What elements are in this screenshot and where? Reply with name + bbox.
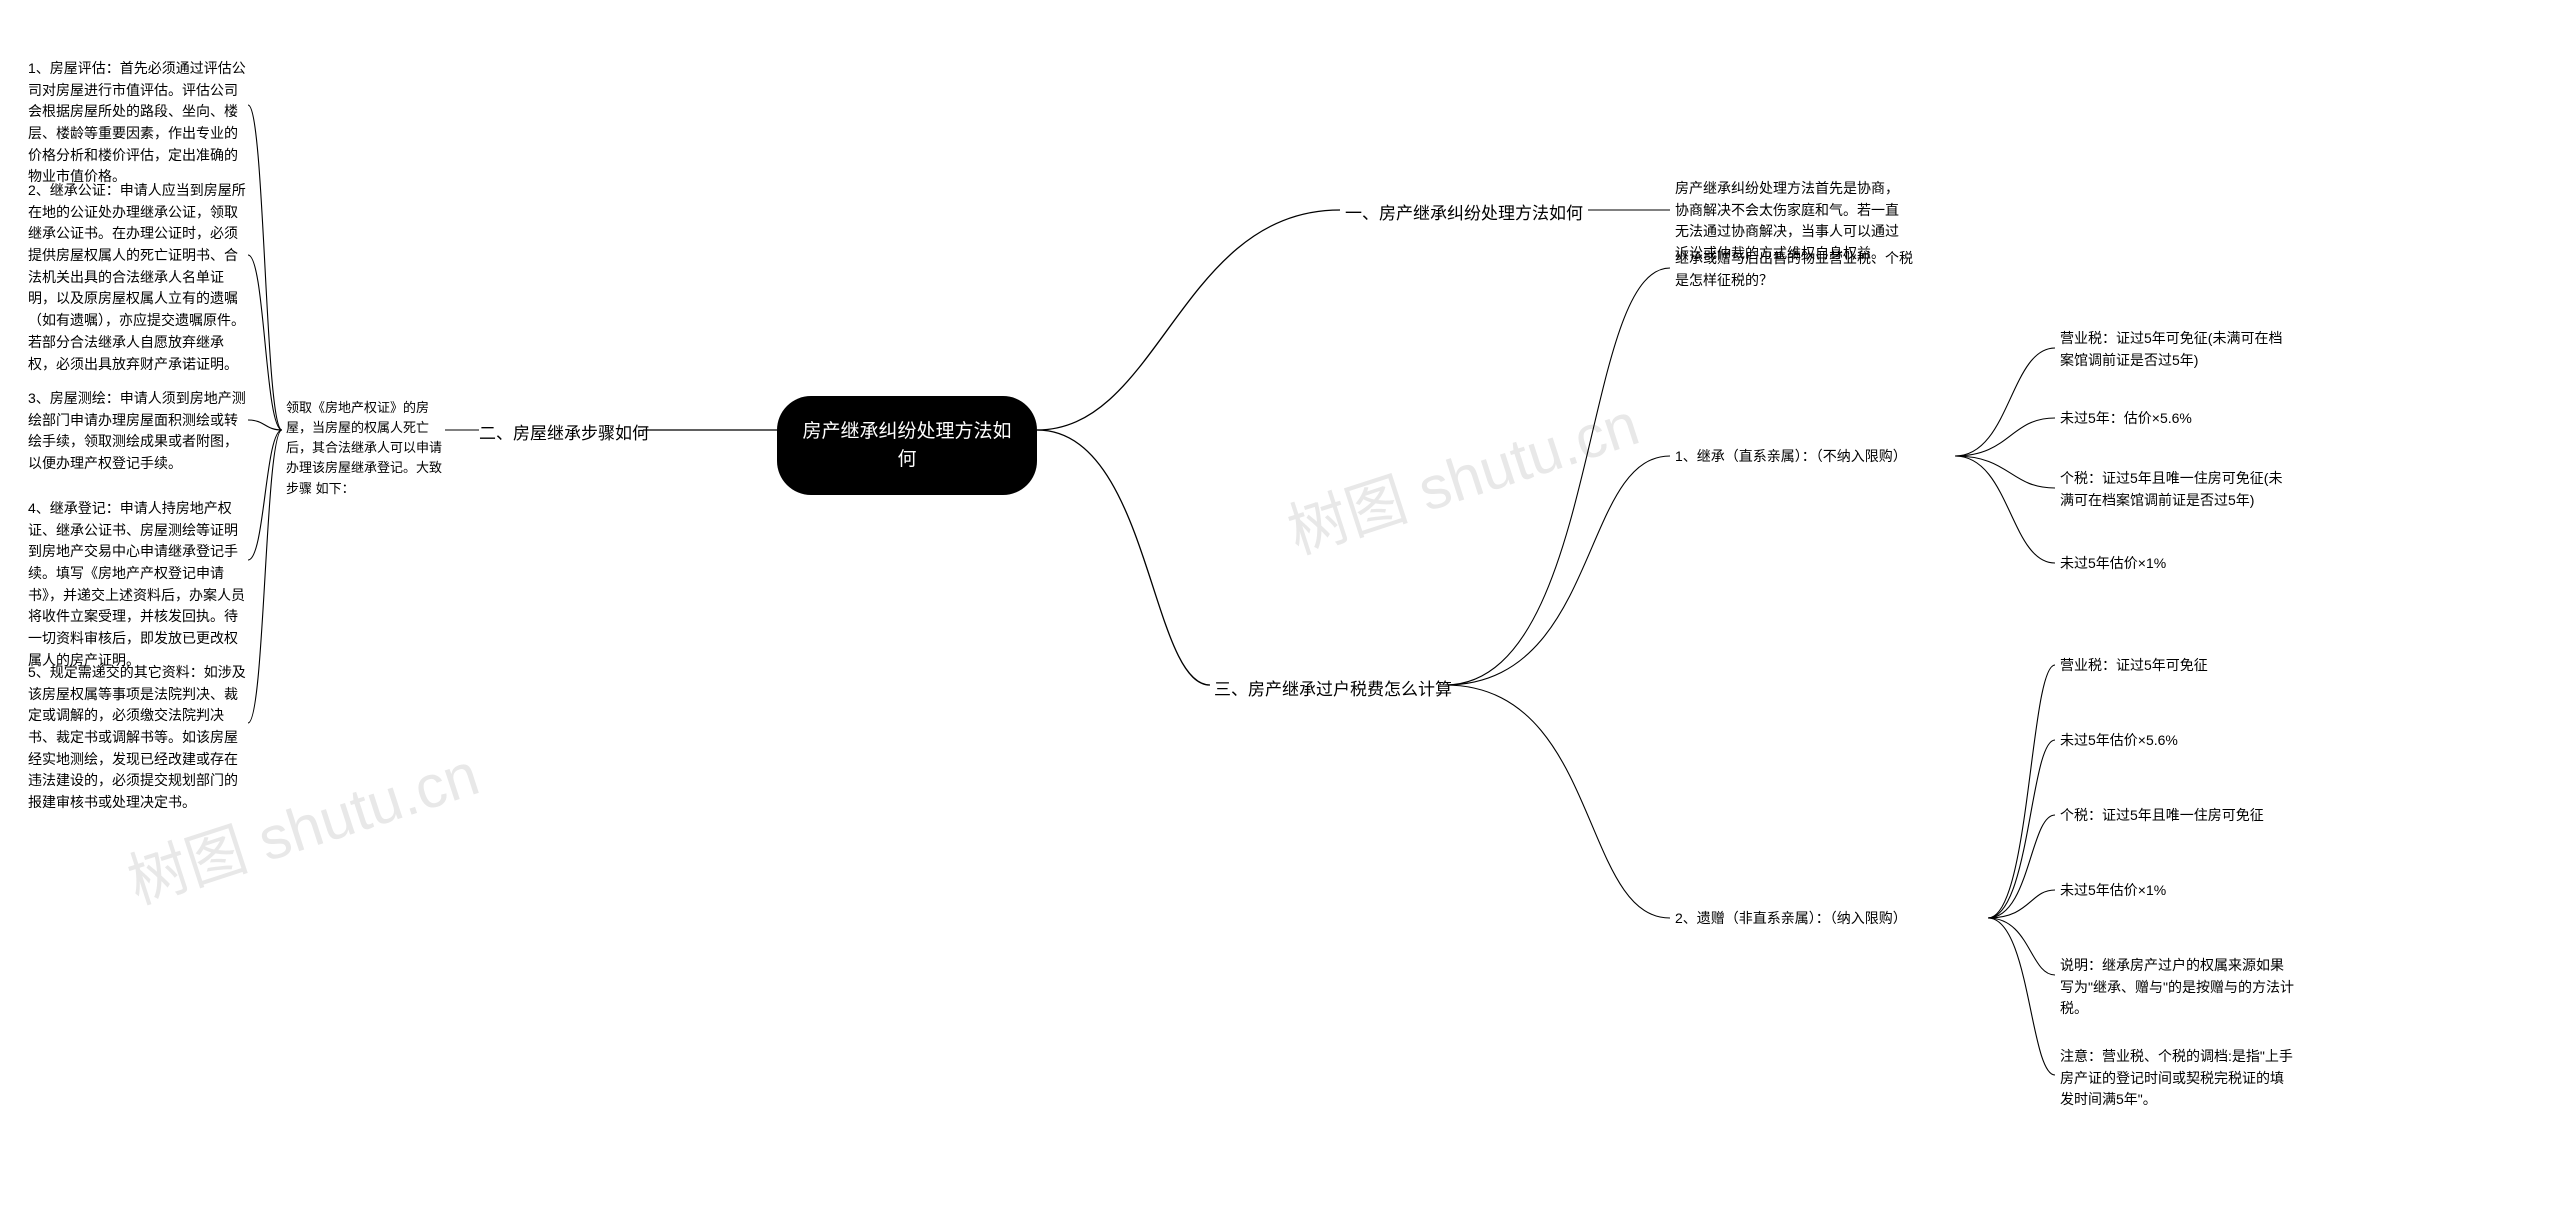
branch3-intro: 继承或赠与后出售的物业营业税、个税是怎样征税的？ bbox=[1675, 248, 1920, 291]
b3-g2-leaf-2: 未过5年估价×5.6% bbox=[2060, 730, 2178, 752]
branch3-title: 三、房产继承过户税费怎么计算 bbox=[1214, 675, 1452, 700]
b3-g2-title: 2、遗赠（非直系亲属）：（纳入限购） bbox=[1675, 908, 1987, 930]
b2-item-3: 3、房屋测绘：申请人须到房地产测绘部门申请办理房屋面积测绘或转绘手续，领取测绘成… bbox=[28, 388, 246, 475]
b3-g1-leaf-3: 个税：证过5年且唯一住房可免征(未满可在档案馆调前证是否过5年) bbox=[2060, 468, 2295, 511]
connectors bbox=[0, 0, 2560, 1229]
b2-item-5: 5、规定需递交的其它资料：如涉及该房屋权属等事项是法院判决、裁定或调解的，必须缴… bbox=[28, 662, 246, 814]
branch1-title: 一、房产继承纠纷处理方法如何 bbox=[1345, 199, 1583, 224]
b3-g2-leaf-6: 注意：营业税、个税的调档:是指"上手房产证的登记时间或契税完税证的填发时间满5年… bbox=[2060, 1046, 2295, 1111]
b3-g1-title: 1、继承（直系亲属）：（不纳入限购） bbox=[1675, 446, 1955, 468]
b3-g1-leaf-2: 未过5年：估价×5.6% bbox=[2060, 408, 2192, 430]
b3-g2-leaf-3: 个税：证过5年且唯一住房可免征 bbox=[2060, 805, 2264, 827]
b2-item-2: 2、继承公证：申请人应当到房屋所在地的公证处办理继承公证，领取继承公证书。在办理… bbox=[28, 180, 246, 375]
b3-g2-leaf-1: 营业税：证过5年可免征 bbox=[2060, 655, 2208, 677]
b3-g2-leaf-5: 说明：继承房产过户的权属来源如果写为"继承、赠与"的是按赠与的方法计税。 bbox=[2060, 955, 2295, 1020]
b3-g1-leaf-4: 未过5年估价×1% bbox=[2060, 553, 2166, 575]
b2-item-4: 4、继承登记：申请人持房地产权证、继承公证书、房屋测绘等证明到房地产交易中心申请… bbox=[28, 498, 246, 672]
b2-item-1: 1、房屋评估：首先必须通过评估公司对房屋进行市值评估。评估公司会根据房屋所处的路… bbox=[28, 58, 246, 188]
branch2-desc: 领取《房地产权证》的房屋，当房屋的权属人死亡后，其合法继承人可以申请办理该房屋继… bbox=[286, 398, 444, 499]
watermark: 树图 shutu.cn bbox=[1275, 376, 1648, 571]
b3-g2-leaf-4: 未过5年估价×1% bbox=[2060, 880, 2166, 902]
root-node: 房产继承纠纷处理方法如何 bbox=[777, 396, 1037, 495]
b3-g1-leaf-1: 营业税：证过5年可免征(未满可在档案馆调前证是否过5年) bbox=[2060, 328, 2295, 371]
branch2-title: 二、房屋继承步骤如何 bbox=[479, 419, 649, 444]
